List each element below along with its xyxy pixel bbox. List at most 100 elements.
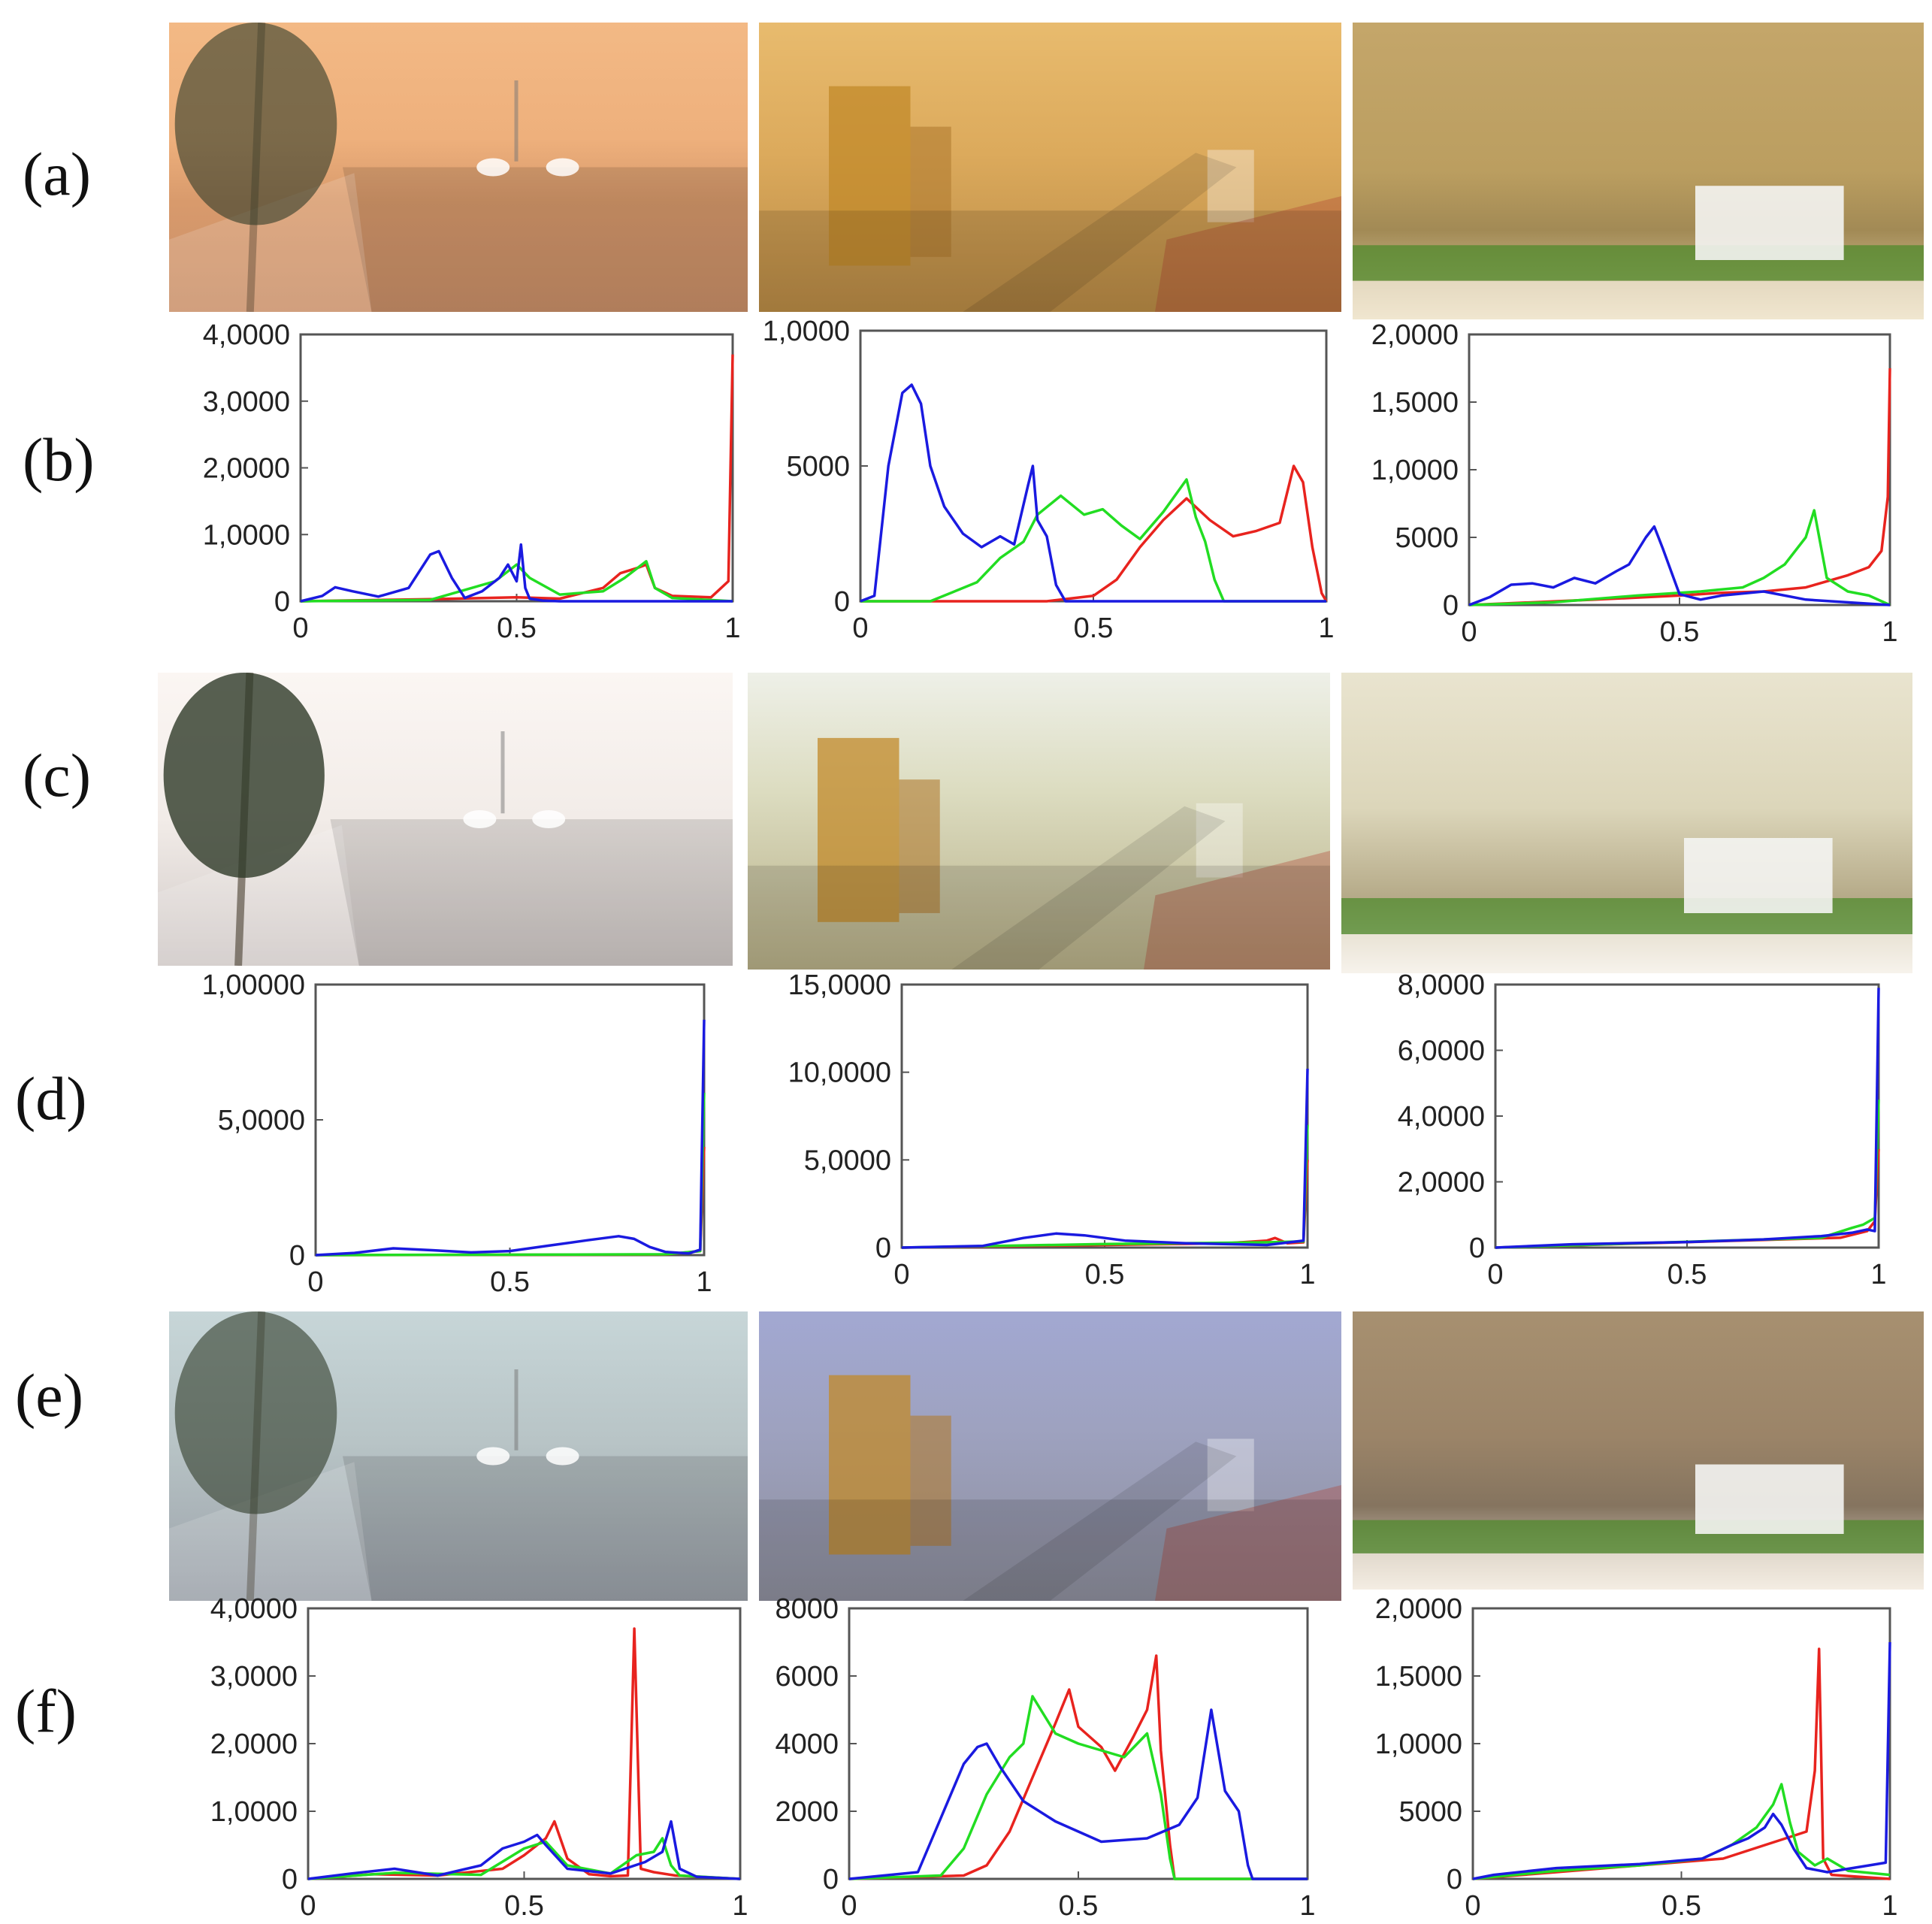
x-tick-label: 0.5 [1074,613,1114,644]
photo-e-dustwall [1353,1311,1924,1590]
photo-a-street [169,23,748,312]
y-tick-label: 5,0000 [804,1145,891,1176]
series-line-red [1495,1148,1880,1249]
x-tick-label: 0.5 [1661,1890,1701,1922]
row-label-b: (b) [23,425,95,494]
y-tick-label: 8,0000 [1398,970,1485,1001]
x-tick-label: 0 [307,1266,323,1298]
chart-b3: 0 5000 1,0000 1,5000 2,0000 0 0.5 1 [1371,319,1898,648]
photo-detail [748,737,1330,970]
y-tick-label: 0 [1469,1233,1485,1264]
row-label-c: (c) [23,741,92,809]
chart-b1: 0 1,0000 2,0000 3,0000 4,0000 0 0.5 1 [203,319,741,644]
y-tick-label: 8000 [775,1593,839,1625]
y-tick-label: 0 [1447,1864,1462,1895]
y-tick-label: 5,0000 [218,1105,305,1136]
chart-f1: 0 1,0000 2,0000 3,0000 4,0000 0 0.5 1 [210,1593,748,1922]
series-line-blue [860,383,1326,603]
y-tick-label: 4,0000 [210,1593,298,1625]
x-tick-label: 1 [1299,1890,1315,1922]
x-tick-label: 0.5 [497,613,537,644]
series-line-blue [307,1820,741,1880]
x-tick-label: 0.5 [1667,1259,1707,1290]
y-tick-label: 1,5000 [1375,1661,1462,1693]
x-tick-label: 0 [292,613,308,644]
x-tick-label: 1 [1870,1259,1886,1290]
x-tick-label: 0 [852,613,868,644]
x-tick-label: 1 [1318,613,1334,644]
photo-e-street [169,1311,748,1601]
plot-frame [1494,983,1880,1249]
x-tick-label: 0 [1465,1890,1480,1922]
series-line-green [1495,1100,1880,1249]
row-label-f: (f) [15,1677,77,1745]
y-tick-label: 5000 [1395,522,1459,554]
y-tick-label: 4,0000 [1398,1101,1485,1133]
y-tick-label: 0 [823,1864,839,1895]
y-tick-label: 1,5000 [1371,387,1459,419]
row-label-d: (d) [15,1064,87,1133]
series-line-green [860,478,1326,603]
y-tick-label: 0 [834,586,850,618]
x-tick-label: 0.5 [1085,1259,1125,1290]
photo-detail [1353,1464,1924,1590]
y-tick-label: 5000 [786,451,850,483]
photo-a-city [759,23,1341,312]
y-tick-label: 3,0000 [203,386,290,418]
y-tick-label: 2,0000 [1398,1167,1485,1199]
y-tick-label: 1,0000 [210,1796,298,1828]
y-tick-label: 2000 [775,1796,839,1828]
y-tick-label: 4,0000 [203,319,290,351]
x-tick-label: 0.5 [490,1266,530,1298]
plot-frame [314,983,706,1257]
y-tick-label: 0 [1443,590,1459,622]
x-tick-label: 0.5 [1059,1890,1099,1922]
series-line-red [1472,1647,1891,1880]
photo-detail [158,673,733,966]
photo-detail [1341,838,1912,973]
series-line-red [315,1146,706,1257]
y-tick-label: 2,0000 [1375,1593,1462,1625]
series-line-blue [1468,525,1891,607]
x-tick-label: 0 [893,1259,909,1290]
x-tick-label: 1 [1299,1259,1315,1290]
y-tick-label: 1,0000 [203,519,290,551]
y-tick-label: 0 [875,1233,891,1264]
series-line-blue [300,543,733,603]
series-line-green [300,560,733,603]
x-tick-label: 0.5 [504,1890,544,1922]
photo-detail [169,1311,748,1601]
plot-frame [1468,333,1891,607]
x-tick-label: 0.5 [1660,616,1700,648]
row-label-a: (a) [23,140,92,208]
x-tick-label: 1 [1882,1890,1897,1922]
x-tick-label: 1 [696,1266,712,1298]
photo-c-street [158,673,733,966]
photo-e-city [759,1311,1341,1601]
y-tick-label: 6,0000 [1398,1036,1485,1067]
y-tick-label: 5000 [1398,1796,1462,1828]
series-line-red [901,1160,1309,1249]
plot-frame [299,333,734,603]
series-line-red [848,1654,1308,1880]
plot-frame [1471,1607,1891,1880]
photo-detail [169,23,748,312]
y-tick-label: 0 [282,1864,298,1895]
series-line-red [1468,368,1891,607]
y-tick-label: 1,00000 [202,970,305,1001]
y-tick-label: 3,0000 [210,1661,298,1693]
y-tick-label: 10,0000 [788,1057,891,1089]
y-tick-label: 2,0000 [210,1729,298,1760]
y-tick-label: 0 [289,1240,305,1272]
series-line-blue [315,1019,706,1257]
series-line-blue [1495,988,1880,1249]
y-tick-label: 1,0000 [1375,1729,1462,1760]
y-tick-label: 6000 [775,1661,839,1693]
x-tick-label: 0 [1487,1259,1503,1290]
chart-d1: 0 5,0000 1,00000 0 0.5 1 [202,970,712,1298]
series-line-blue [901,1068,1309,1249]
series-line-green [315,1092,706,1257]
plot-frame [900,983,1309,1249]
chart-f3: 0 5000 1,0000 1,5000 2,0000 0 0.5 1 [1375,1593,1898,1922]
y-tick-label: 15,0000 [788,970,891,1001]
